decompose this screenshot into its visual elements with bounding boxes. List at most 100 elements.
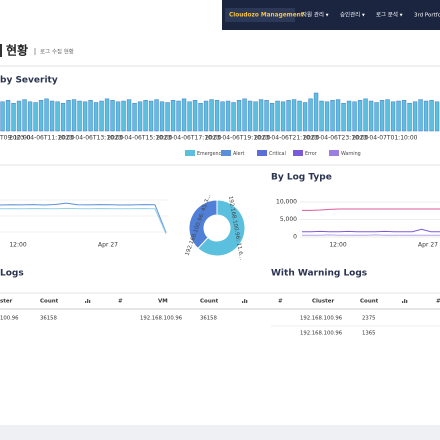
nav-brand-box[interactable] <box>225 8 295 22</box>
table-header: Count <box>40 299 59 305</box>
nav-item[interactable]: 로그 분석 ▾ <box>376 11 403 19</box>
legend-swatch <box>329 150 339 156</box>
chart-icon[interactable] <box>244 299 246 303</box>
bar <box>330 100 335 132</box>
bar <box>132 102 137 132</box>
bar <box>154 99 159 132</box>
nav-item[interactable]: 자원 관리 ▾ <box>302 11 329 19</box>
bar <box>374 102 379 132</box>
bar <box>143 100 148 132</box>
bar <box>302 102 308 132</box>
nav-brand: Cloudozo Management <box>229 13 304 19</box>
table-header: # <box>118 299 123 305</box>
bar <box>242 98 247 132</box>
bar <box>82 101 88 132</box>
bar <box>88 100 93 132</box>
table-header: ster <box>0 299 13 305</box>
legend-swatch <box>293 150 303 156</box>
bar <box>319 100 324 132</box>
x-tick-label: 2023-04-06T17:10:00 <box>156 135 222 142</box>
bar <box>148 100 154 132</box>
x-tick-label: 2023-04-06T11:10:00 <box>9 135 75 142</box>
bar <box>429 100 434 132</box>
bar <box>99 100 104 132</box>
y-tick-label: 10,000 <box>276 199 297 206</box>
legend-swatch <box>257 150 267 156</box>
chart-icon[interactable] <box>242 301 244 303</box>
bar <box>5 100 11 132</box>
line-series <box>302 208 440 211</box>
page-title: 현황 <box>6 43 28 58</box>
bar <box>412 101 418 132</box>
bar <box>192 100 198 132</box>
bar <box>198 102 203 132</box>
chart-icon[interactable] <box>404 299 406 303</box>
bar <box>379 100 385 132</box>
section-title: With Warning Logs <box>271 269 367 279</box>
x-tick-label: 2023-04-06T13:10:00 <box>58 135 124 142</box>
bar <box>16 100 22 132</box>
bar <box>423 100 429 132</box>
bar <box>231 102 236 132</box>
bar <box>115 101 121 132</box>
bar <box>176 100 181 132</box>
x-tick-label: 12:00 <box>9 242 26 249</box>
table-cell: 2375 <box>362 316 375 322</box>
legend-swatch <box>221 150 231 156</box>
bar <box>214 100 220 132</box>
table-cell: 192.168.100.96 <box>300 316 343 322</box>
legend-label[interactable]: Warning <box>341 151 361 157</box>
table-header: Cluster <box>312 299 334 305</box>
y-tick-label: 5,000 <box>280 216 297 223</box>
donut-slice <box>197 199 246 257</box>
x-tick-label: 2023-04-07T01:10:00 <box>352 135 418 142</box>
table-header: # <box>436 299 440 305</box>
bar <box>401 100 407 132</box>
bar <box>346 100 352 132</box>
bar <box>396 100 401 132</box>
nav-item[interactable]: 3rd Portfo <box>414 13 440 19</box>
chart-icon[interactable] <box>85 301 87 303</box>
title-bar <box>0 44 2 57</box>
legend-label[interactable]: Alert <box>233 151 245 157</box>
x-tick-label: T09:10:00 <box>0 135 31 142</box>
bar <box>385 99 390 132</box>
nav-item[interactable]: 승인관리 ▾ <box>340 11 365 19</box>
bar <box>121 100 126 132</box>
bar <box>44 98 49 132</box>
bar <box>434 101 440 132</box>
chart-icon[interactable] <box>402 301 404 303</box>
bar <box>324 101 330 132</box>
x-tick-label: Apr 27 <box>418 242 438 249</box>
bar <box>33 102 38 132</box>
bar <box>225 100 231 132</box>
bar <box>247 100 253 132</box>
bar <box>159 101 165 132</box>
bar <box>253 101 258 132</box>
bar <box>22 99 27 132</box>
table-cell: 36158 <box>40 316 57 322</box>
legend-label[interactable]: Error <box>305 151 317 157</box>
table-header: # <box>278 299 283 305</box>
legend-label[interactable]: Critical <box>269 151 286 157</box>
line-series <box>0 207 167 234</box>
bar <box>264 100 269 132</box>
bar <box>55 101 60 132</box>
bar <box>418 99 423 132</box>
bar <box>187 101 192 132</box>
bar <box>165 102 170 132</box>
chart-icon[interactable] <box>89 300 91 303</box>
chart-icon[interactable] <box>87 299 89 303</box>
bar <box>77 100 82 132</box>
bar <box>308 98 313 132</box>
table-header: Count <box>200 299 219 305</box>
bar <box>297 100 302 132</box>
chart-icon[interactable] <box>246 300 248 303</box>
line-series <box>302 228 440 233</box>
bar <box>170 100 176 132</box>
x-tick-label: 2023-04-06T19:10:00 <box>205 135 271 142</box>
legend-label[interactable]: Emergency <box>197 151 224 157</box>
section-title: Logs <box>0 269 24 279</box>
chart-icon[interactable] <box>406 300 408 303</box>
